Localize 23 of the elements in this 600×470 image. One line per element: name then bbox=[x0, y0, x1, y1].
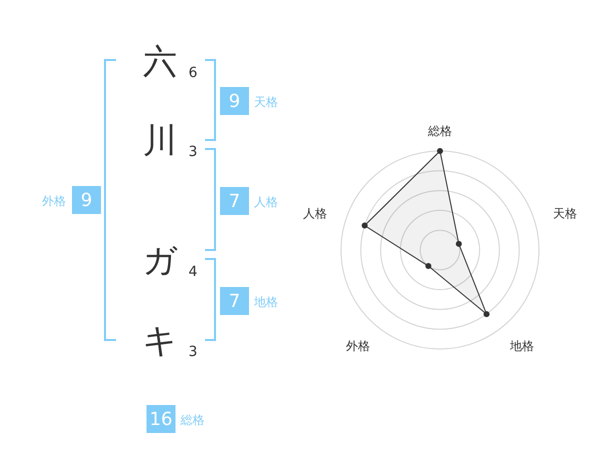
spoke-label: 人格 bbox=[303, 206, 328, 220]
text: 4 bbox=[188, 264, 198, 280]
text: ガ bbox=[142, 241, 178, 281]
spoke-label: 外格 bbox=[346, 339, 370, 354]
text: 六 bbox=[143, 42, 177, 82]
data-label: 7 bbox=[228, 191, 240, 212]
spoke-label: 総格 bbox=[427, 124, 452, 138]
text: 川 bbox=[143, 121, 177, 161]
spoke-label: 天格 bbox=[552, 206, 577, 220]
data-label: 7 bbox=[228, 291, 240, 312]
text: 6 bbox=[188, 65, 198, 81]
text: 3 bbox=[188, 344, 198, 360]
category-label: 外格 bbox=[42, 194, 66, 208]
category-label: 人格 bbox=[254, 195, 278, 209]
spoke-label: 地格 bbox=[508, 339, 534, 354]
data-label: 16 bbox=[150, 409, 172, 430]
category-label: 天格 bbox=[254, 95, 278, 109]
category-label: 総格 bbox=[180, 413, 204, 427]
data-label: 9 bbox=[80, 190, 92, 211]
category-label: 地格 bbox=[253, 295, 278, 309]
text: キ bbox=[142, 321, 178, 361]
data-label: 9 bbox=[228, 91, 240, 112]
text: 3 bbox=[188, 144, 198, 160]
